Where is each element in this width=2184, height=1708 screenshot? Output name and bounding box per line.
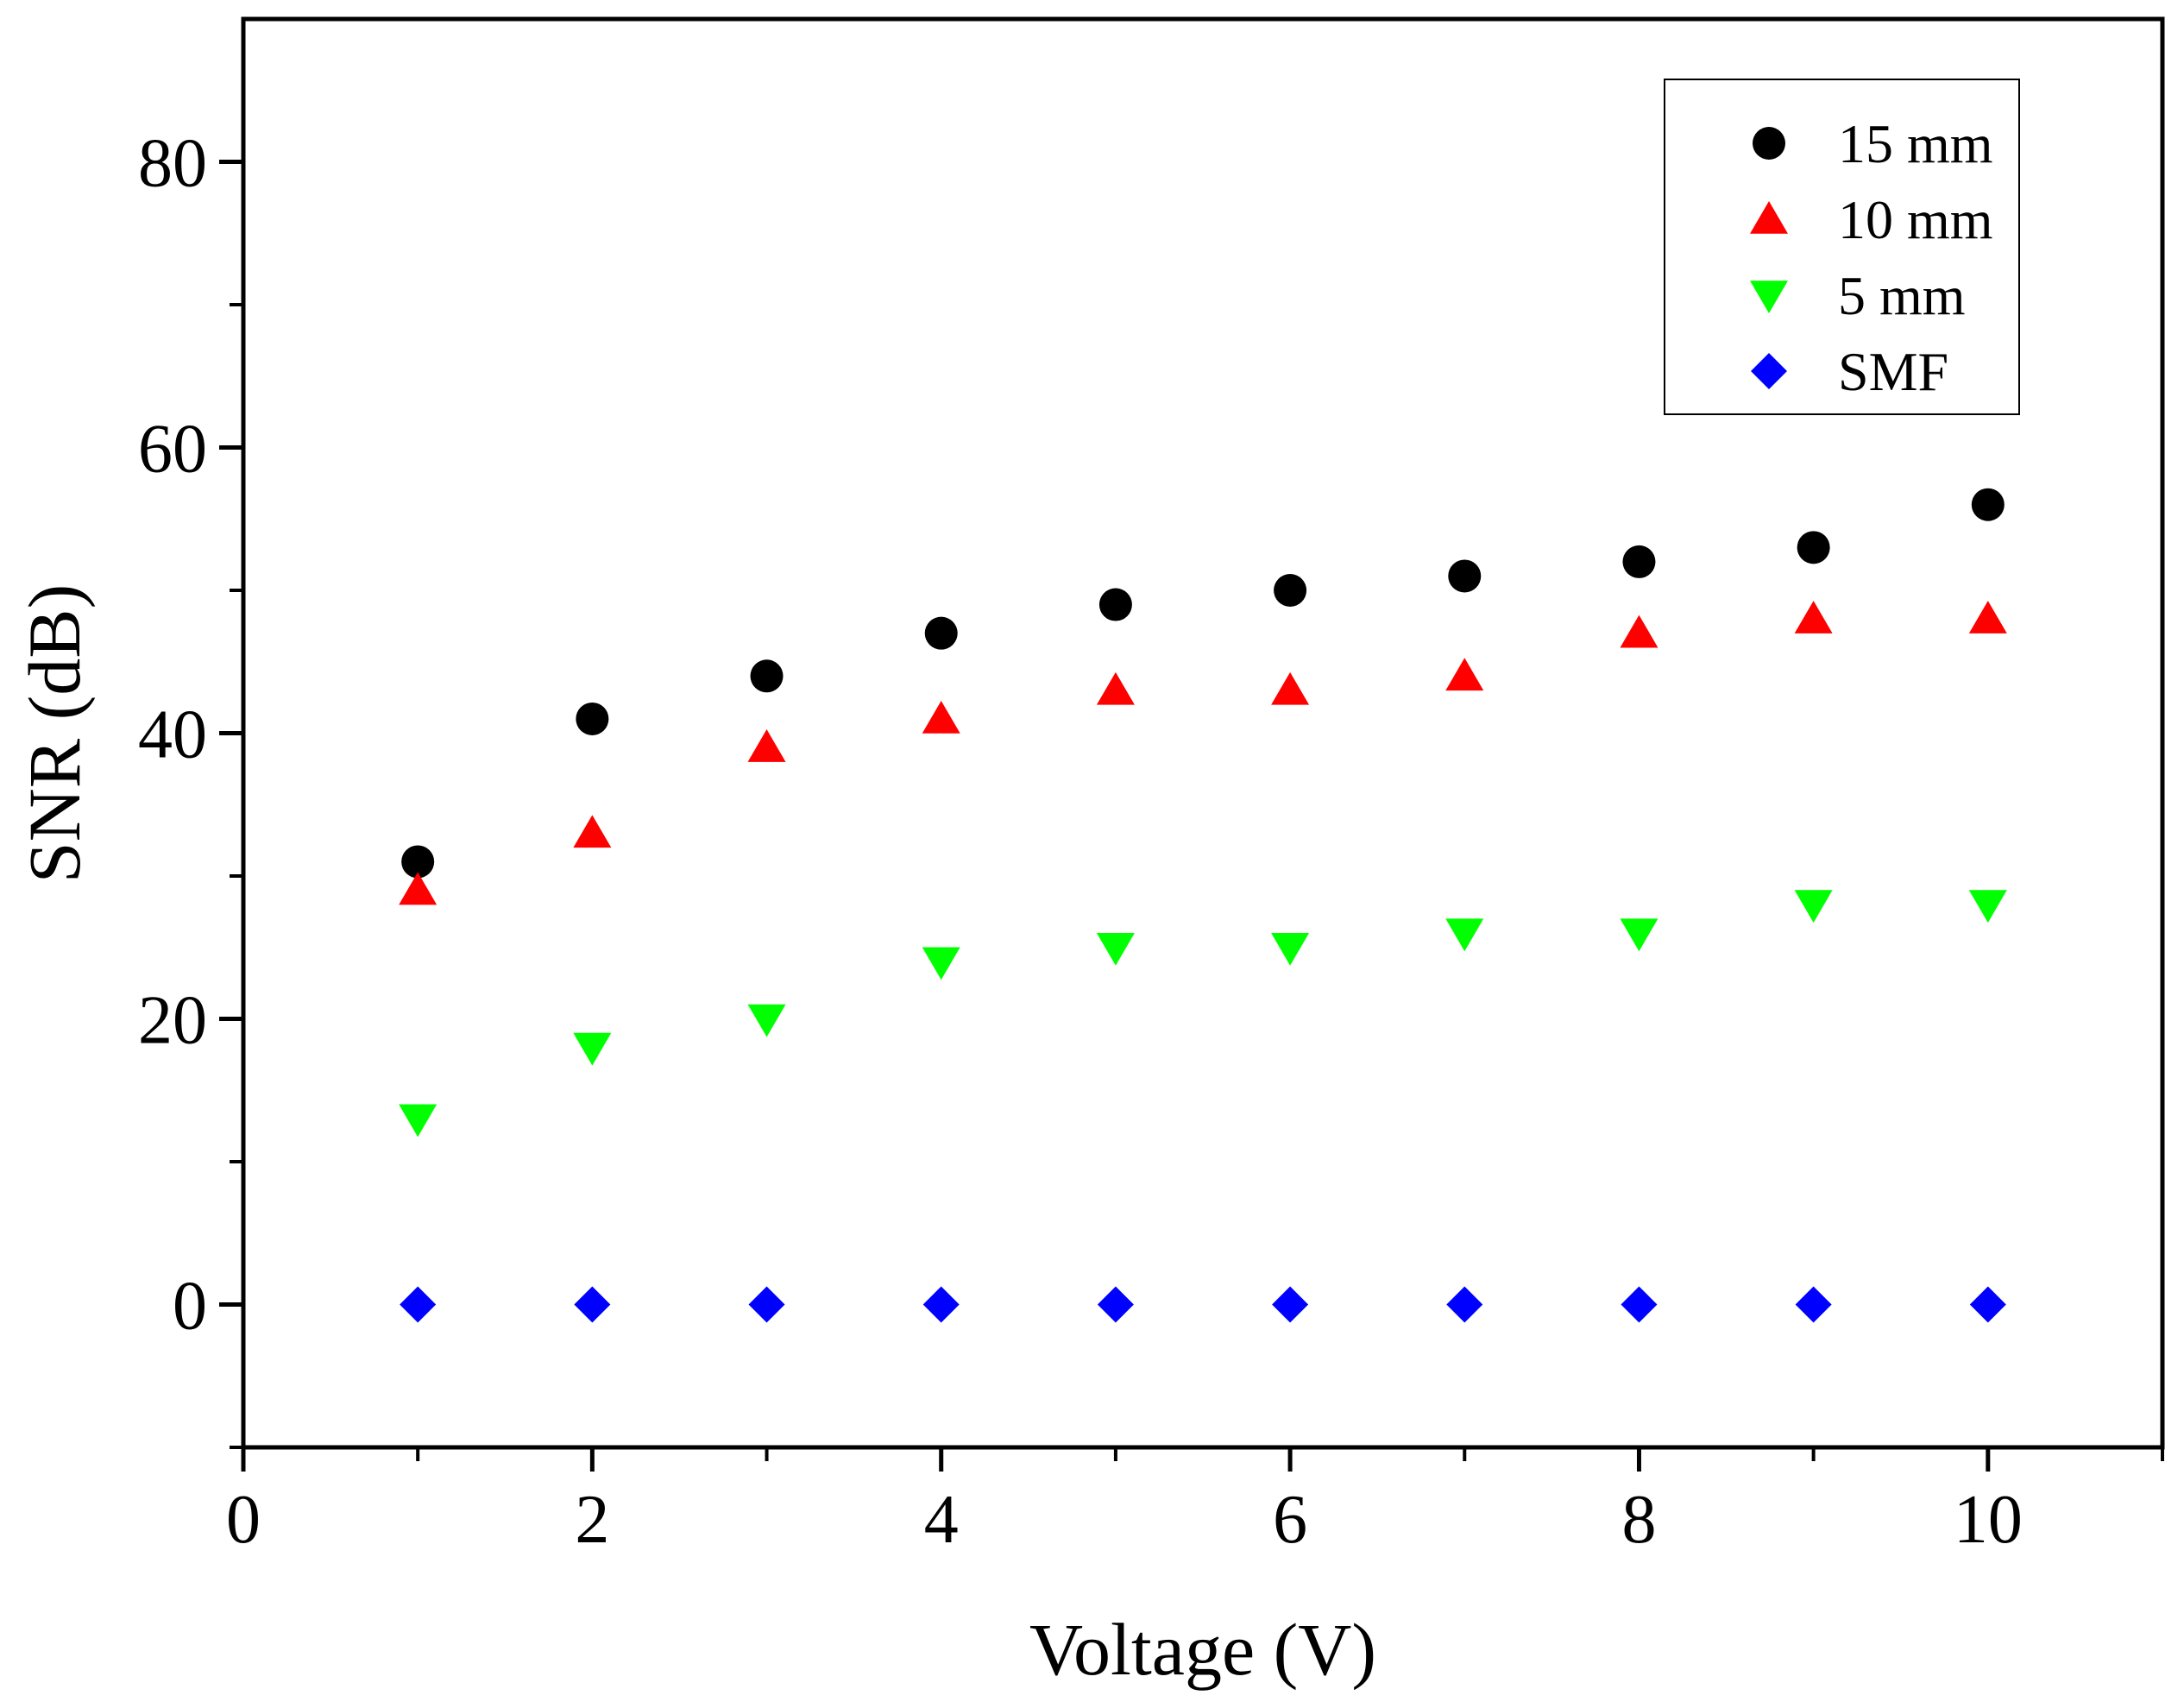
data-point-smf [1272,1286,1309,1323]
legend-box [1664,79,2020,415]
data-point-smf [1795,1286,1832,1323]
x-tick-label: 2 [575,1482,609,1558]
data-point-15-mm [1274,574,1307,607]
data-point-15-mm [1797,531,1830,564]
data-point-10-mm [1620,615,1658,648]
data-point-15-mm [924,616,958,650]
plot-area-frame [241,16,2165,1450]
data-point-15-mm [401,845,435,879]
y-tick-label: 60 [138,412,207,488]
data-point-15-mm [1448,559,1482,593]
x-tick-label: 6 [1273,1482,1307,1558]
data-point-15-mm [1098,588,1132,621]
data-point-15-mm [1971,488,2005,521]
data-point-10-mm [922,700,960,734]
legend-marker-10-mm [1750,201,1788,234]
data-point-10-mm [399,872,437,905]
y-axis-title: SNR (dB) [13,584,96,883]
x-tick-label: 4 [924,1482,959,1558]
legend-label-smf: SMF [1838,341,1948,402]
data-point-smf [748,1286,785,1323]
data-point-15-mm [576,702,609,735]
y-tick-label: 40 [138,697,207,773]
data-point-15-mm [750,659,784,693]
legend-marker-15-mm [1753,127,1785,160]
legend-label-15-mm: 15 mm [1838,113,1993,174]
y-tick-label: 20 [138,983,207,1059]
data-point-smf [1969,1286,2006,1323]
legend-label-10-mm: 10 mm [1838,189,1993,250]
legend-marker-5-mm [1750,280,1788,313]
y-tick-label: 0 [173,1269,207,1345]
data-point-5-mm [747,1004,786,1037]
x-tick-label: 8 [1621,1482,1656,1558]
data-point-10-mm [747,729,786,762]
data-point-10-mm [1096,671,1135,705]
data-point-10-mm [1968,601,2007,633]
legend-label-5-mm: 5 mm [1838,265,1966,326]
data-point-5-mm [1271,932,1310,966]
x-axis-title: Voltage (V) [1029,1608,1376,1691]
data-point-15-mm [1622,545,1656,578]
data-point-10-mm [573,815,612,848]
data-point-5-mm [573,1032,612,1066]
data-point-5-mm [1445,918,1484,952]
x-tick-label: 0 [226,1482,261,1558]
data-point-10-mm [1271,671,1310,705]
data-point-5-mm [1620,918,1658,952]
ticks-layer: 0 2 4 6 8 10 0 20 40 60 80 [138,126,2164,1558]
data-point-5-mm [1096,932,1135,966]
legend-marker-smf [1751,353,1787,389]
data-point-smf [400,1286,437,1323]
y-tick-label: 80 [138,126,207,202]
legend: 15 mm 10 mm 5 mm SMF [1664,79,2020,415]
data-point-smf [1446,1286,1483,1323]
data-point-5-mm [922,947,960,980]
x-tick-label: 10 [1954,1482,2023,1558]
data-point-10-mm [1794,601,1833,633]
data-point-smf [1621,1286,1658,1323]
data-point-smf [922,1286,960,1323]
data-point-5-mm [1968,890,2007,923]
data-point-5-mm [399,1104,437,1138]
data-point-10-mm [1445,658,1484,691]
data-point-smf [574,1286,611,1323]
data-point-5-mm [1794,890,1833,923]
data-point-smf [1097,1286,1134,1323]
data-points-layer [399,488,2007,1323]
